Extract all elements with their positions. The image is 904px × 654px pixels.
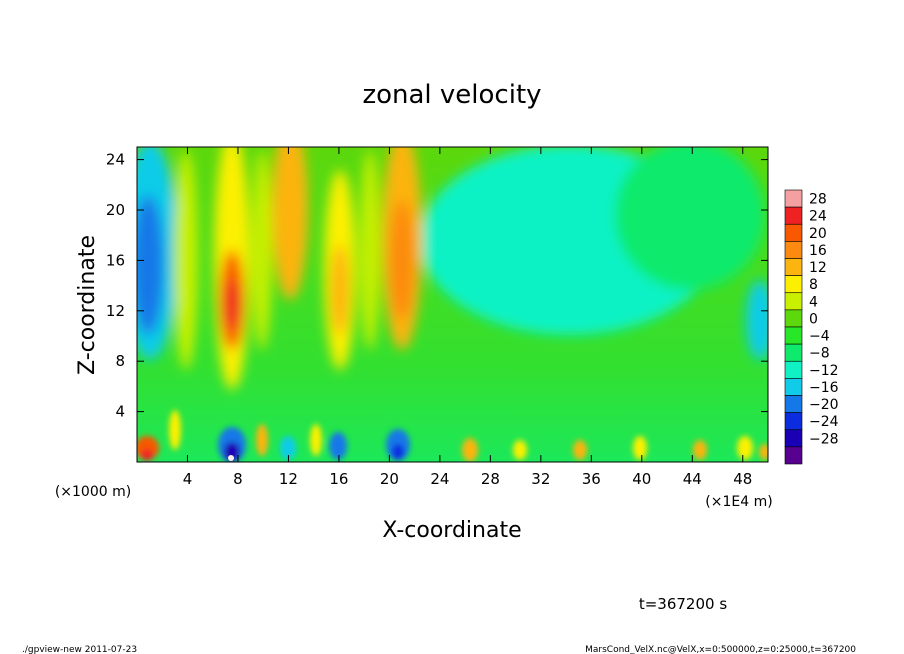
colorbar-label: 0 xyxy=(809,311,818,327)
x-tick-label: 48 xyxy=(733,470,752,488)
colorbar-label: −8 xyxy=(809,346,830,362)
colorbar-label: 28 xyxy=(809,192,827,208)
x-tick-label: 4 xyxy=(183,470,193,488)
colorbar-label: −24 xyxy=(809,414,839,430)
x-tick-label: 8 xyxy=(233,470,243,488)
x-tick-label: 24 xyxy=(430,470,449,488)
y-axis-label: Z-coordinate xyxy=(75,235,100,375)
x-tick-label: 16 xyxy=(329,470,348,488)
colorbar-swatch xyxy=(784,292,803,311)
x-tick-label: 20 xyxy=(380,470,399,488)
x-tick-label: 12 xyxy=(279,470,298,488)
x-axis-label: X-coordinate xyxy=(382,518,521,543)
x-tick-label: 40 xyxy=(632,470,651,488)
y-tick-label: 12 xyxy=(106,302,125,320)
x-tick-label: 36 xyxy=(582,470,601,488)
colorbar-label: −16 xyxy=(809,380,839,396)
y-tick-label: 8 xyxy=(115,352,125,370)
y-axis: 4 8 12 16 20 24 xyxy=(106,151,768,421)
heatmap-field xyxy=(137,147,768,462)
x-axis: 4 8 12 16 20 24 28 32 36 40 44 48 xyxy=(183,147,752,488)
colorbar-label: 12 xyxy=(809,260,827,276)
colorbar-swatch xyxy=(784,309,803,328)
x-tick-label: 44 xyxy=(683,470,702,488)
colorbar-swatch xyxy=(784,446,803,465)
colorbar-label: −28 xyxy=(809,431,839,447)
colorbar-swatch xyxy=(784,429,803,448)
x-tick-label: 28 xyxy=(481,470,500,488)
colorbar-label: −12 xyxy=(809,363,839,379)
colorbar-label: 4 xyxy=(809,294,818,310)
y-tick-label: 20 xyxy=(106,201,125,219)
colorbar-swatch xyxy=(784,326,803,345)
colorbar-label: −4 xyxy=(809,329,830,345)
footer-right: MarsCond_VelX.nc@VelX,x=0:500000,z=0:250… xyxy=(585,645,856,654)
colorbar-swatch xyxy=(784,275,803,294)
colorbar-swatch xyxy=(784,395,803,413)
colorbar-label: −20 xyxy=(809,397,839,413)
chart-title: zonal velocity xyxy=(362,80,541,110)
colorbar-label: 24 xyxy=(809,209,827,225)
y-axis-units: (×1000 m) xyxy=(55,484,131,500)
colorbar-swatch xyxy=(784,412,803,431)
colorbar-swatch xyxy=(784,343,803,362)
colorbar-label: 20 xyxy=(809,226,827,242)
colorbar-swatch xyxy=(784,223,803,242)
colorbar-swatch xyxy=(784,206,803,225)
plot-frame xyxy=(136,146,769,463)
y-tick-label: 4 xyxy=(115,403,125,421)
colorbar-swatch xyxy=(784,189,803,208)
x-axis-units: (×1E4 m) xyxy=(705,494,772,510)
colorbar-swatch xyxy=(784,378,803,396)
y-tick-label: 16 xyxy=(106,251,125,269)
time-stamp: t=367200 s xyxy=(639,595,727,613)
y-tick-label: 24 xyxy=(106,151,125,169)
footer-left: ./gpview-new 2011-07-23 xyxy=(22,645,137,654)
colorbar-swatch xyxy=(784,360,803,379)
colorbar-swatch xyxy=(784,241,803,259)
x-tick-label: 32 xyxy=(531,470,550,488)
colorbar-swatch xyxy=(784,258,803,276)
colorbar-label: 8 xyxy=(809,277,818,293)
colorbar-label: 16 xyxy=(809,243,827,259)
